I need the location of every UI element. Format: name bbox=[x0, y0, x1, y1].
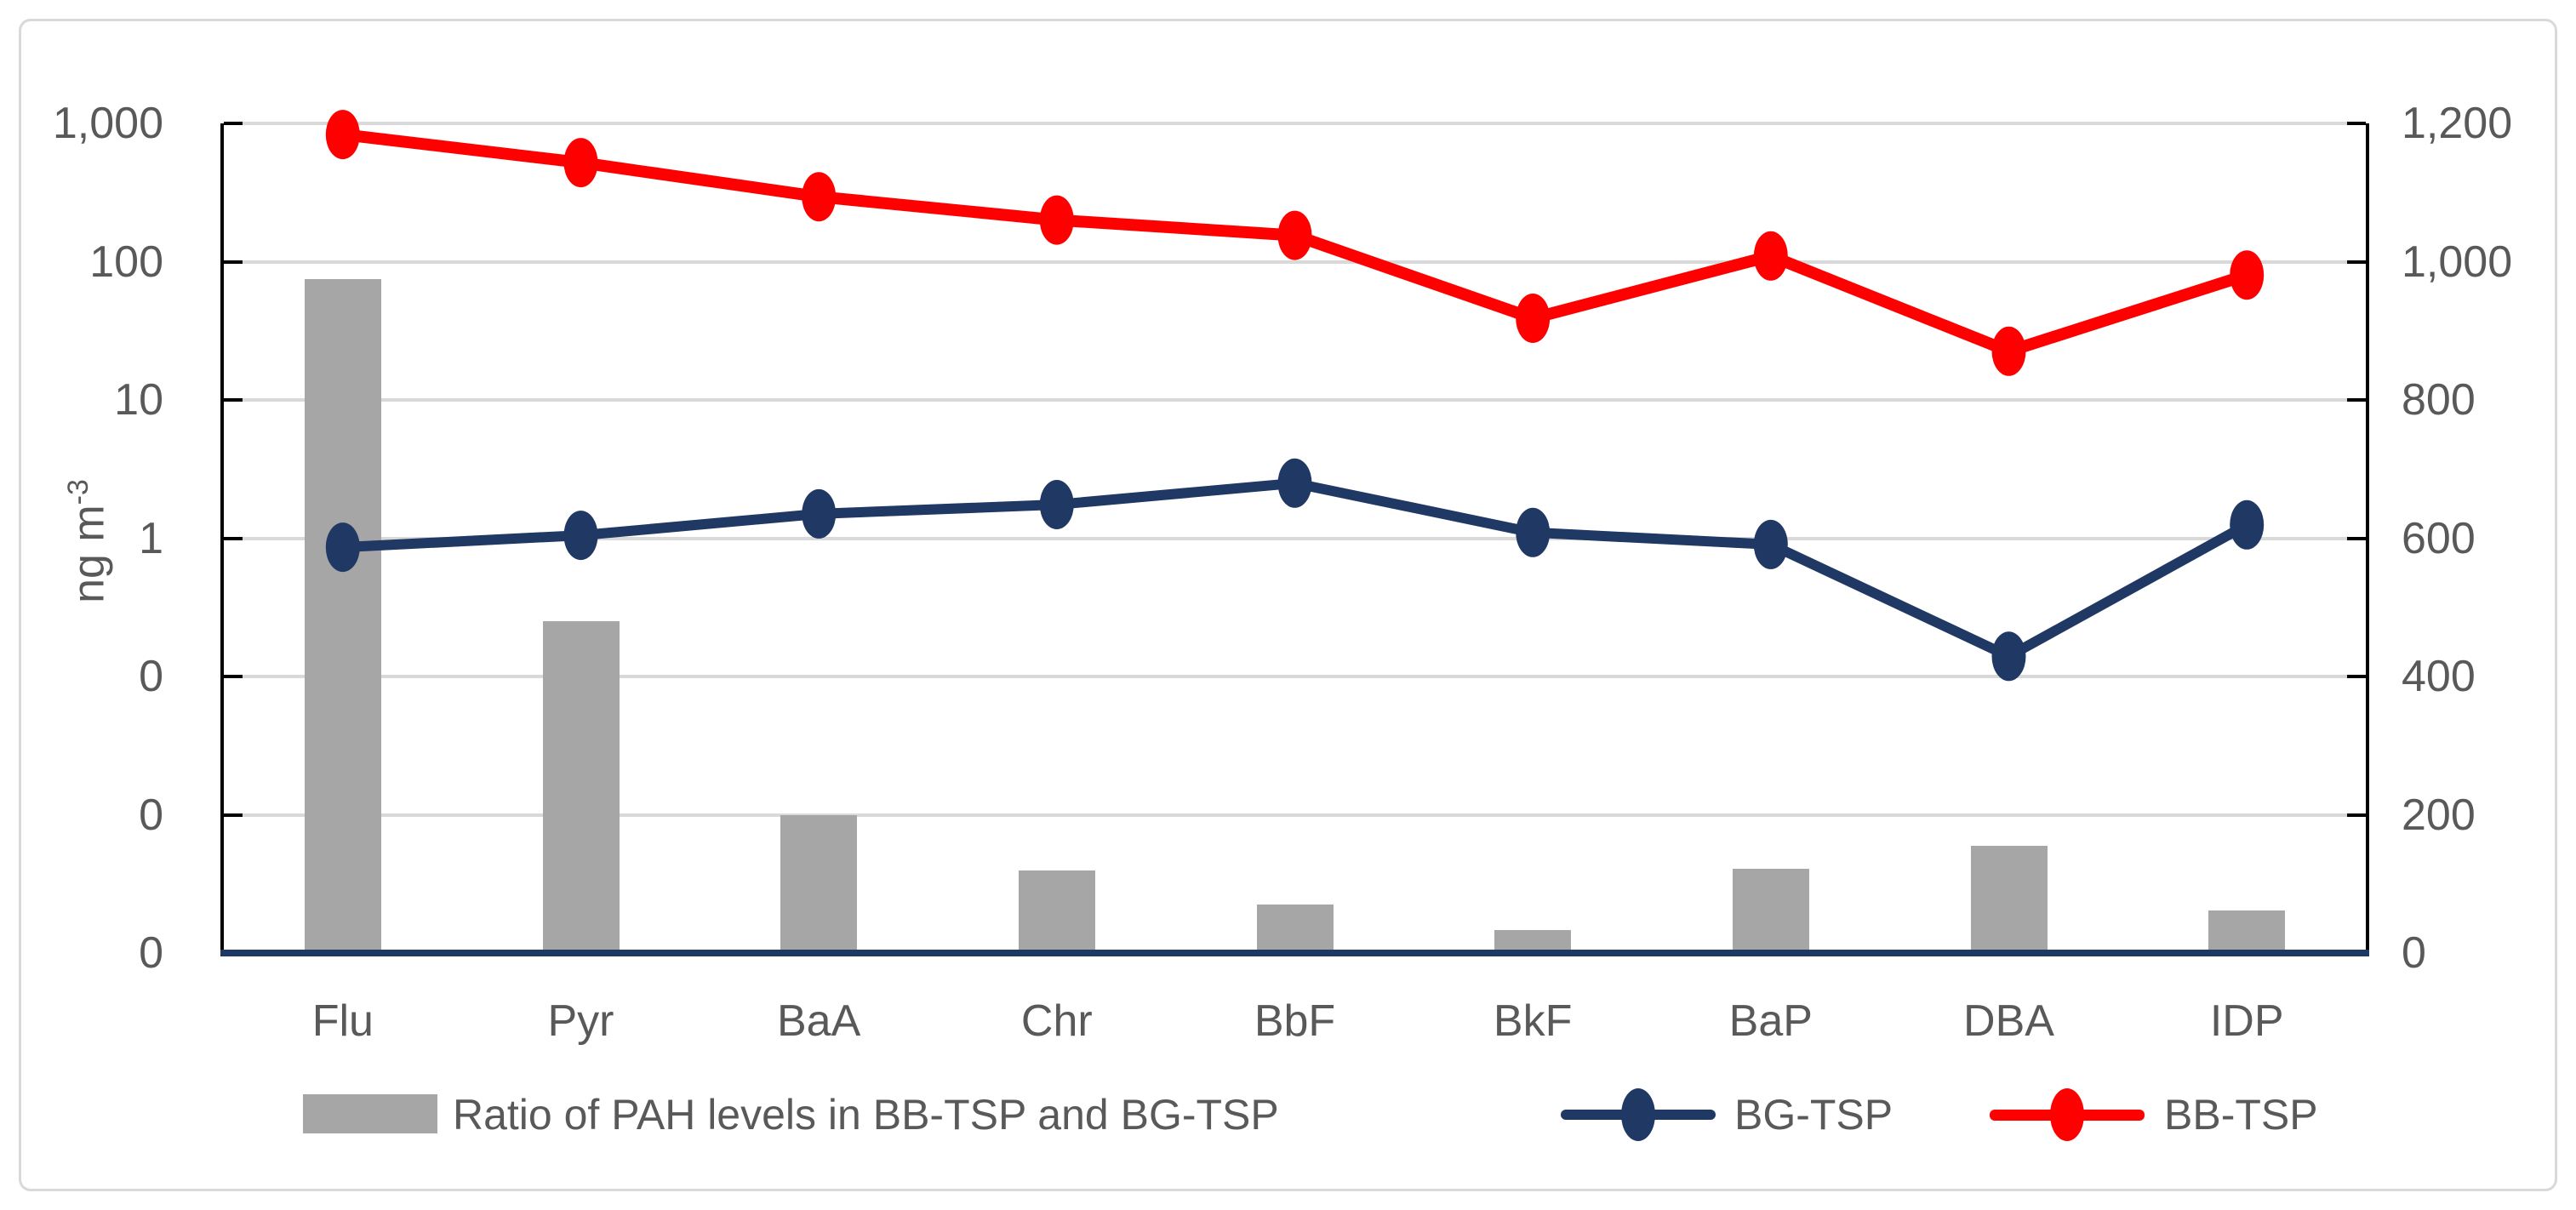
legend-bg-tsp-marker bbox=[1621, 1088, 1655, 1141]
legend-bg-tsp-label: BG-TSP bbox=[1734, 1091, 1893, 1139]
left-axis-title-superscript: -3 bbox=[62, 479, 94, 505]
gridline bbox=[224, 813, 2366, 817]
bb-tsp-marker bbox=[802, 172, 837, 222]
left-axis-tick-label: 0 bbox=[139, 928, 163, 978]
category-label: Pyr bbox=[547, 996, 614, 1046]
gridline bbox=[224, 260, 2366, 264]
left-axis-tick-label: 100 bbox=[89, 237, 163, 287]
ratio-bar bbox=[1970, 846, 2048, 950]
right-axis-tick bbox=[2347, 398, 2366, 402]
gridline bbox=[224, 536, 2366, 540]
category-label: BaP bbox=[1728, 996, 1813, 1046]
bb-tsp-marker bbox=[325, 110, 360, 160]
left-axis-tick bbox=[224, 260, 243, 264]
right-axis-tick bbox=[2347, 813, 2366, 817]
left-axis-tick bbox=[224, 536, 243, 540]
right-axis-tick bbox=[2347, 536, 2366, 540]
ratio-bar bbox=[1018, 870, 1095, 950]
left-axis-tick-label: 0 bbox=[139, 652, 163, 701]
category-label: BkF bbox=[1493, 996, 1573, 1046]
bg-tsp-marker bbox=[1753, 519, 1788, 569]
bg-tsp-marker bbox=[1516, 507, 1551, 557]
bg-tsp-marker bbox=[1991, 631, 2026, 682]
bg-tsp-marker bbox=[2230, 499, 2265, 550]
bb-tsp-marker bbox=[1039, 195, 1074, 245]
left-axis-tick-label: 1 bbox=[139, 513, 163, 563]
gridline bbox=[224, 122, 2366, 125]
category-label: BaA bbox=[777, 996, 861, 1046]
right-axis-tick-label: 800 bbox=[2402, 375, 2476, 425]
right-axis-tick-label: 400 bbox=[2402, 652, 2476, 701]
ratio-bar bbox=[1256, 905, 1334, 950]
bb-tsp-marker bbox=[1277, 210, 1312, 260]
bb-tsp-marker bbox=[2230, 250, 2265, 300]
ratio-bar bbox=[2208, 910, 2286, 950]
ratio-bar bbox=[542, 621, 620, 950]
category-label: Flu bbox=[311, 996, 374, 1046]
bg-tsp-marker bbox=[802, 488, 837, 539]
gridline bbox=[224, 398, 2366, 402]
right-axis-tick bbox=[2347, 675, 2366, 678]
ratio-bar bbox=[780, 814, 858, 950]
left-axis-tick bbox=[224, 813, 243, 817]
left-axis-tick bbox=[224, 675, 243, 678]
left-axis-line bbox=[220, 123, 224, 953]
ratio-bar bbox=[304, 278, 381, 950]
right-axis-tick-label: 1,200 bbox=[2402, 99, 2513, 148]
bb-tsp-marker bbox=[1516, 294, 1551, 343]
legend-bar-swatch bbox=[303, 1094, 437, 1133]
left-axis-tick-label: 10 bbox=[114, 375, 163, 425]
left-axis-tick-label: 1,000 bbox=[52, 99, 163, 148]
legend-bar-label: Ratio of PAH levels in BB-TSP and BG-TSP bbox=[453, 1091, 1279, 1139]
category-label: BbF bbox=[1254, 996, 1336, 1046]
right-axis-line bbox=[2366, 123, 2369, 953]
bg-tsp-marker bbox=[325, 522, 360, 573]
left-axis-tick bbox=[224, 398, 243, 402]
right-axis-tick-label: 0 bbox=[2402, 928, 2426, 978]
bg-tsp-marker bbox=[1277, 458, 1312, 508]
right-axis-tick-label: 1,000 bbox=[2402, 237, 2513, 287]
bg-tsp-marker bbox=[563, 511, 598, 561]
category-label: IDP bbox=[2209, 996, 2284, 1046]
bg-tsp-line bbox=[337, 477, 2253, 662]
category-label: DBA bbox=[1963, 996, 2054, 1046]
category-axis-line bbox=[220, 950, 2369, 956]
bg-tsp-marker bbox=[1039, 480, 1074, 529]
bb-tsp-marker bbox=[563, 138, 598, 188]
bb-tsp-marker bbox=[1753, 231, 1788, 281]
right-axis-tick-label: 600 bbox=[2402, 513, 2476, 563]
gridline bbox=[224, 675, 2366, 678]
right-axis-tick bbox=[2347, 122, 2366, 125]
right-axis-tick bbox=[2347, 260, 2366, 264]
bb-tsp-marker bbox=[1991, 326, 2026, 376]
line-series-layer bbox=[325, 110, 2265, 682]
left-axis-tick bbox=[224, 122, 243, 125]
category-label: Chr bbox=[1020, 996, 1093, 1046]
ratio-bar bbox=[1732, 868, 1809, 950]
legend-bb-tsp-marker bbox=[2050, 1088, 2084, 1141]
left-axis-tick-label: 0 bbox=[139, 790, 163, 840]
legend-bb-tsp-label: BB-TSP bbox=[2164, 1091, 2318, 1139]
right-axis-tick-label: 200 bbox=[2402, 790, 2476, 840]
ratio-bar bbox=[1494, 930, 1572, 950]
